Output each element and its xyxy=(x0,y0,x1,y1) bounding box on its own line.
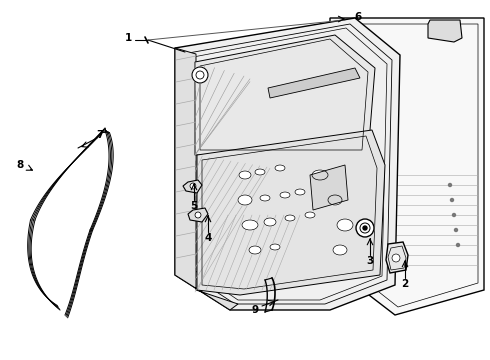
Circle shape xyxy=(357,258,360,261)
Circle shape xyxy=(348,184,351,186)
Circle shape xyxy=(455,229,458,231)
Text: 2: 2 xyxy=(401,279,409,289)
Circle shape xyxy=(350,198,353,202)
Text: 3: 3 xyxy=(367,256,374,266)
Polygon shape xyxy=(386,242,408,273)
Circle shape xyxy=(356,219,374,237)
Circle shape xyxy=(452,213,456,216)
Ellipse shape xyxy=(312,170,328,180)
Ellipse shape xyxy=(239,171,251,179)
Ellipse shape xyxy=(280,192,290,198)
Ellipse shape xyxy=(295,189,305,195)
Ellipse shape xyxy=(260,195,270,201)
Polygon shape xyxy=(175,48,238,310)
Ellipse shape xyxy=(264,218,276,226)
Polygon shape xyxy=(330,18,484,315)
Ellipse shape xyxy=(238,195,252,205)
Circle shape xyxy=(448,184,451,186)
Polygon shape xyxy=(183,180,202,193)
Ellipse shape xyxy=(242,220,258,230)
Circle shape xyxy=(190,183,196,189)
Text: 6: 6 xyxy=(354,12,362,22)
Polygon shape xyxy=(428,20,462,42)
Ellipse shape xyxy=(270,244,280,250)
Ellipse shape xyxy=(333,245,347,255)
Circle shape xyxy=(195,212,201,218)
Polygon shape xyxy=(197,130,385,295)
Ellipse shape xyxy=(305,212,315,218)
Circle shape xyxy=(354,229,358,231)
Ellipse shape xyxy=(328,195,342,205)
Text: 5: 5 xyxy=(191,201,197,211)
Ellipse shape xyxy=(255,169,265,175)
Circle shape xyxy=(192,67,208,83)
Text: 1: 1 xyxy=(124,33,132,43)
Circle shape xyxy=(392,254,400,262)
Circle shape xyxy=(457,243,460,247)
Polygon shape xyxy=(310,165,348,210)
Circle shape xyxy=(363,226,367,230)
Circle shape xyxy=(352,213,356,216)
Text: 4: 4 xyxy=(204,233,212,243)
Polygon shape xyxy=(175,18,400,310)
Text: 7: 7 xyxy=(97,130,104,140)
Polygon shape xyxy=(195,35,375,155)
Polygon shape xyxy=(268,68,360,98)
Circle shape xyxy=(357,243,360,247)
Polygon shape xyxy=(336,255,362,268)
Ellipse shape xyxy=(275,165,285,171)
Ellipse shape xyxy=(337,219,353,231)
Ellipse shape xyxy=(285,215,295,221)
Circle shape xyxy=(450,198,454,202)
Polygon shape xyxy=(188,208,208,222)
Ellipse shape xyxy=(249,246,261,254)
Text: 9: 9 xyxy=(251,305,259,315)
Text: 8: 8 xyxy=(16,160,24,170)
